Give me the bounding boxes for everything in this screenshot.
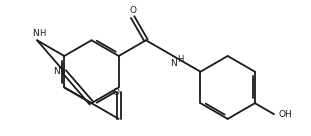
Text: N: N (53, 67, 60, 76)
Text: N: N (32, 29, 39, 38)
Text: H: H (39, 29, 46, 38)
Text: OH: OH (279, 110, 292, 119)
Text: H: H (177, 55, 183, 64)
Text: O: O (112, 88, 119, 97)
Text: O: O (129, 6, 136, 15)
Text: N: N (170, 59, 177, 68)
